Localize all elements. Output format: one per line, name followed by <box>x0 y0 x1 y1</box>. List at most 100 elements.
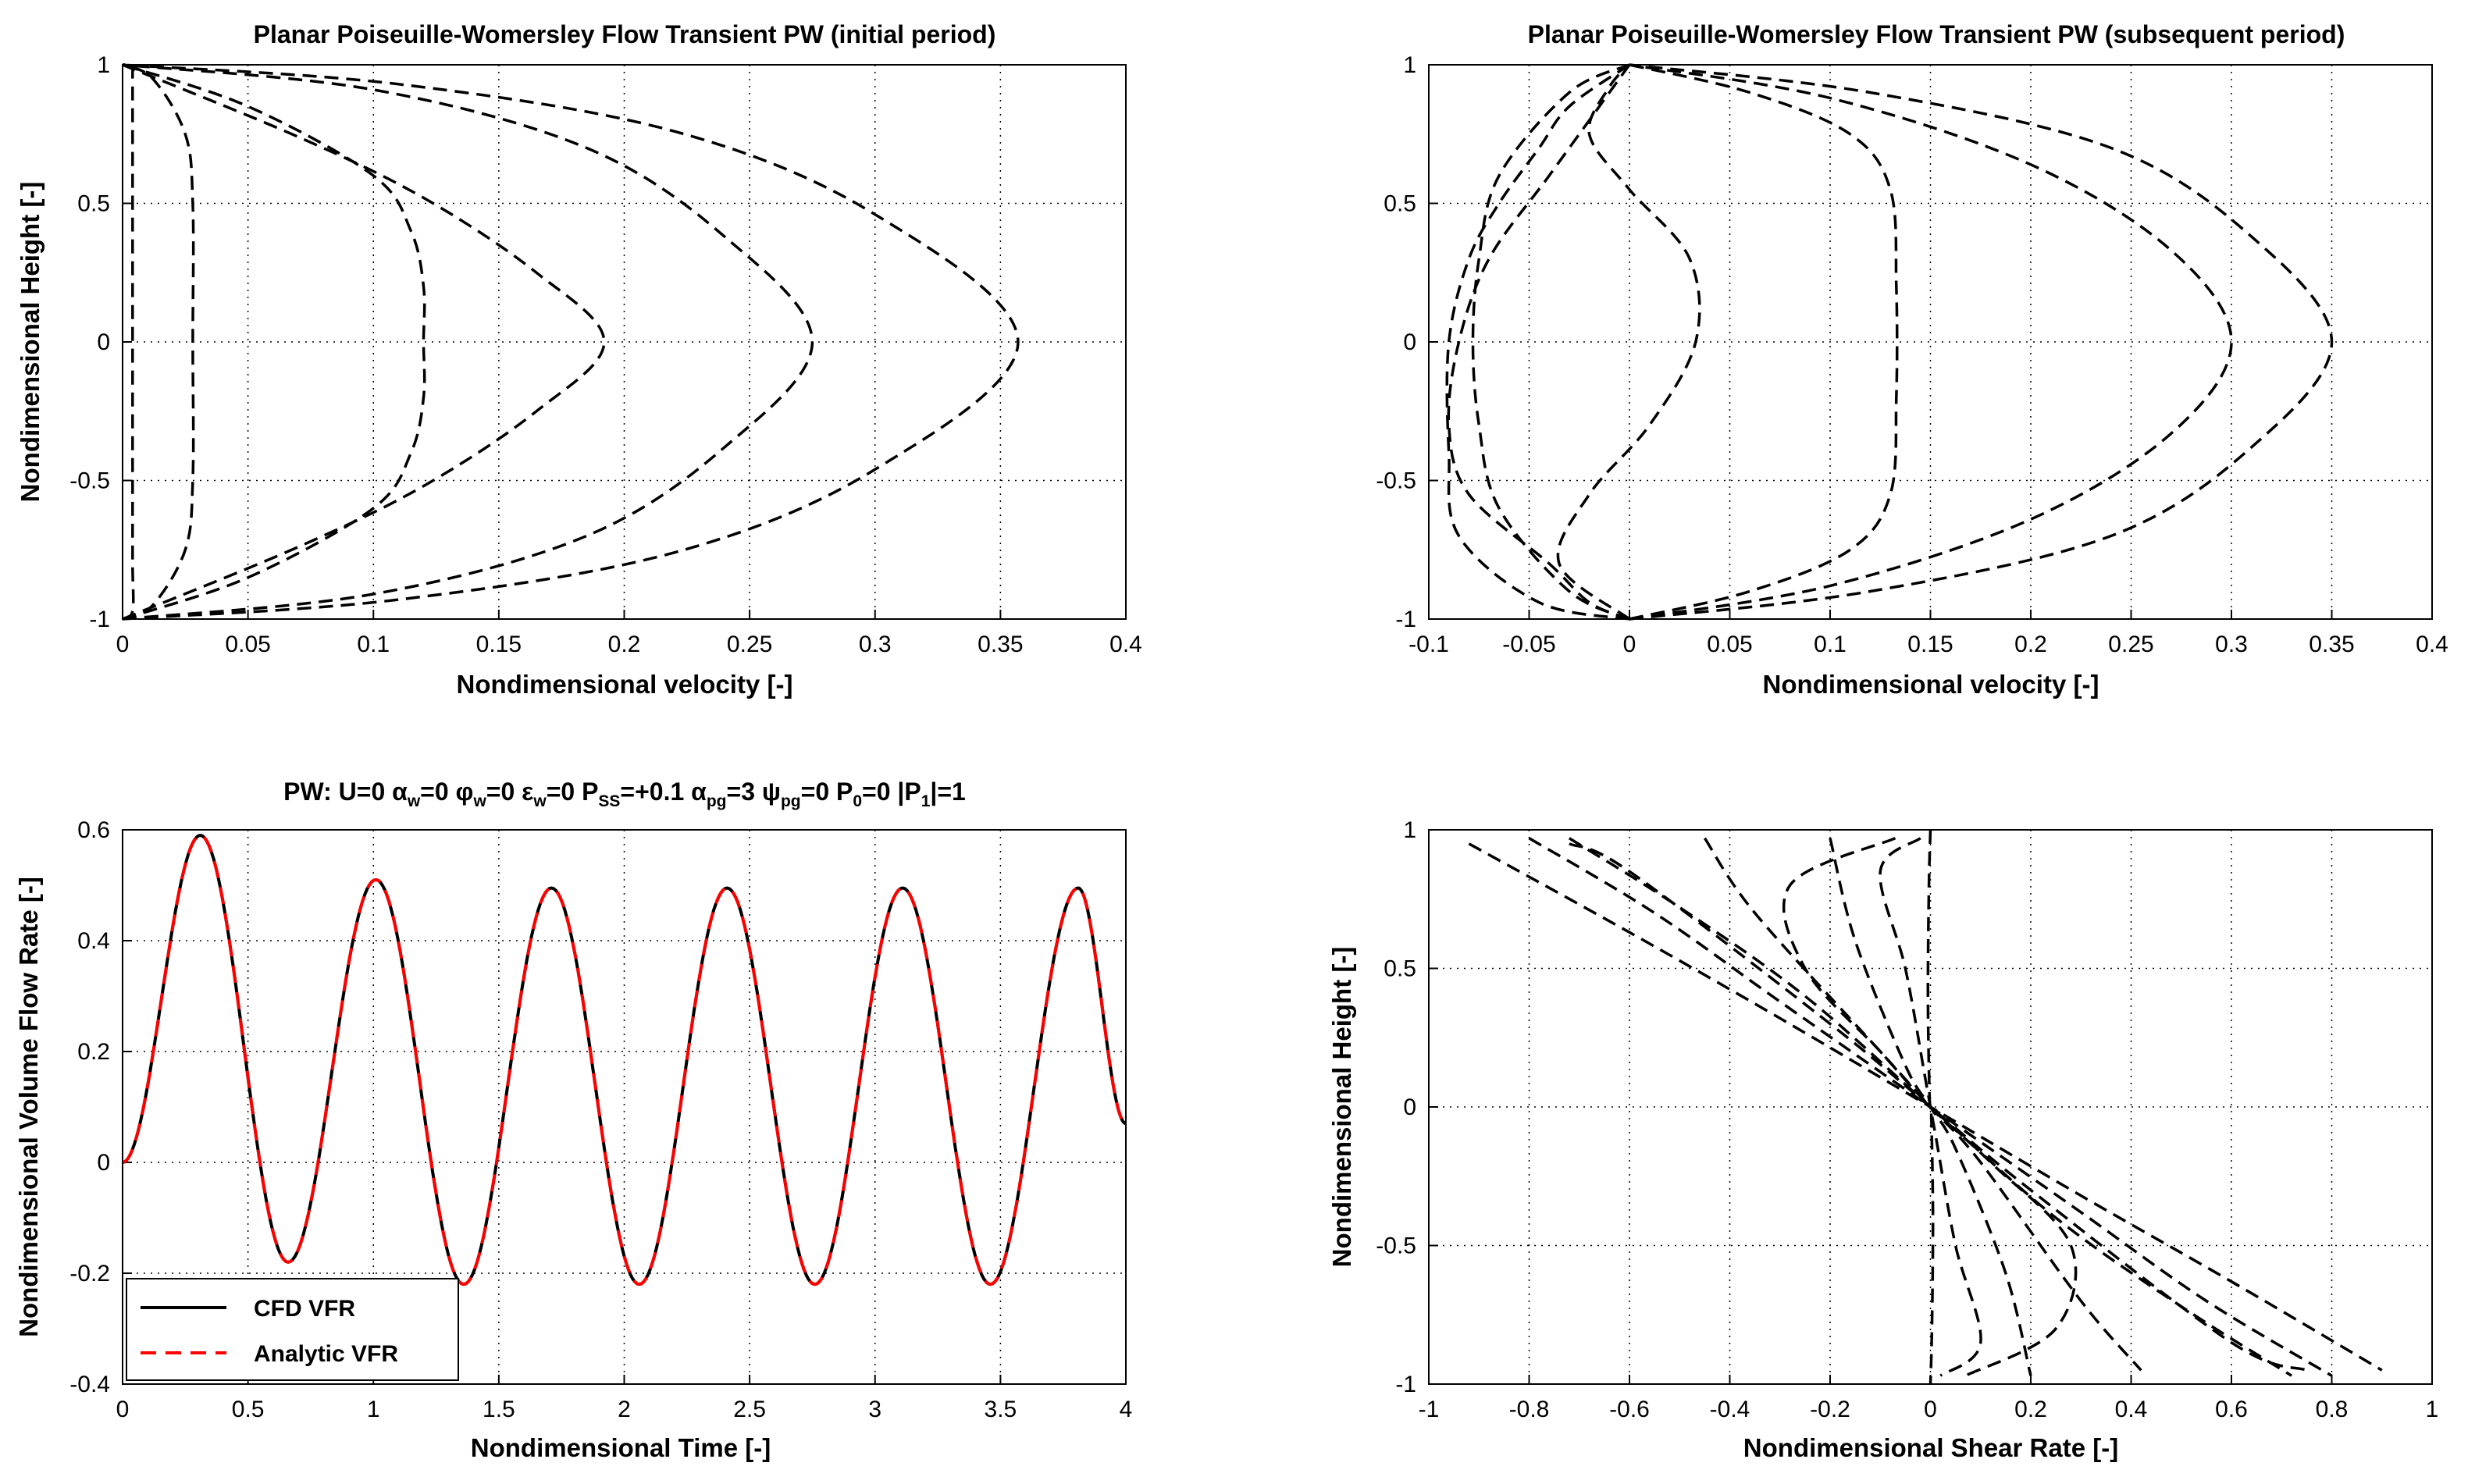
series-line-s4 <box>1556 63 1701 621</box>
series-line-analytic-vfr <box>122 834 1127 1286</box>
series-line-t2 <box>122 63 195 621</box>
x-tick-label: 1 <box>367 1397 380 1422</box>
title-psi-pg-eq: =0 P <box>801 778 853 806</box>
x-tick-label: 3.5 <box>985 1397 1017 1422</box>
series-line-r9 <box>1926 829 1935 1385</box>
axes-frame <box>1428 64 2433 620</box>
x-tick-labels: -0.1 -0.05 0 0.05 0.1 0.15 0.2 0.25 0.3 0.35 0.4 <box>1409 632 2448 657</box>
x-tick-label: 0.2 <box>2014 1397 2047 1422</box>
title-pss-sub: SS <box>598 792 620 810</box>
x-tick-label: -0.8 <box>1509 1397 1550 1422</box>
x-tick-label: 0.8 <box>2316 1397 2349 1422</box>
y-tick-labels: -1 -0.5 0 0.5 1 <box>69 52 110 632</box>
y-tick-label: 0 <box>1403 1094 1416 1120</box>
title-alpha-w-eq: =0 <box>420 778 455 806</box>
x-tick-label: -1 <box>1419 1397 1440 1422</box>
title-p0-sub: 0 <box>853 792 862 810</box>
series-line-s5 <box>1629 63 1899 621</box>
x-tick-labels: 0 0.5 1 1.5 2 2.5 3 3.5 4 <box>116 1397 1133 1422</box>
y-axis-label: Nondimensional Height [-] <box>16 182 45 503</box>
series-line-r7 <box>1782 837 2078 1377</box>
x-axis-label: Nondimensional Time [-] <box>471 1433 771 1462</box>
title-alpha-pg: α <box>691 778 707 806</box>
x-tick-label: 0 <box>116 1397 130 1422</box>
y-tick-label: 0.2 <box>77 1039 110 1065</box>
y-tick-label: 1 <box>97 52 110 78</box>
x-tick-label: 0.2 <box>2014 632 2047 657</box>
x-tick-label: 0 <box>1623 632 1636 657</box>
title-tail: |=1 <box>930 778 965 806</box>
x-axis-label: Nondimensional velocity [-] <box>1763 670 2099 699</box>
x-tick-label: 0.5 <box>232 1397 265 1422</box>
y-tick-label: 0 <box>1403 329 1416 355</box>
series-line-t6 <box>122 63 1020 621</box>
y-tick-label: -0.5 <box>1376 468 1416 494</box>
x-axis-label: Nondimensional Shear Rate [-] <box>1743 1433 2118 1462</box>
x-tick-labels: 0 0.05 0.1 0.15 0.2 0.25 0.3 0.35 0.4 <box>116 632 1142 657</box>
y-tick-label: 1 <box>1403 52 1416 78</box>
grid <box>1428 829 2433 1385</box>
x-tick-label: 0 <box>1924 1397 1937 1422</box>
legend-box <box>126 1278 459 1381</box>
y-tick-label: -0.5 <box>69 468 110 494</box>
x-tick-label: 0.2 <box>608 632 641 657</box>
axes-frame <box>122 829 1127 1385</box>
y-tick-labels: -1 -0.5 0 0.5 1 <box>1376 817 1416 1397</box>
x-tick-label: 0.4 <box>1109 632 1142 657</box>
x-axis-label: Nondimensional velocity [-] <box>457 670 793 699</box>
x-tick-label: 0.4 <box>2115 1397 2148 1422</box>
x-tick-label: 0.15 <box>476 632 522 657</box>
series-line-s3 <box>1447 63 1631 621</box>
x-tick-label: 0.05 <box>225 632 270 657</box>
title-alpha-pg-eq: =3 <box>727 778 762 806</box>
series-line-t5 <box>122 63 814 621</box>
y-tick-label: -0.5 <box>1376 1233 1416 1259</box>
x-tick-label: 0 <box>116 632 130 657</box>
panel-subsequent-period: Planar Poiseuille-Womersley Flow Transie… <box>1376 20 2448 699</box>
x-tick-label: 0.1 <box>1814 632 1847 657</box>
legend-label-cfd: CFD VFR <box>254 1296 355 1322</box>
y-axis-label: Nondimensional Volume Flow Rate [-] <box>14 877 43 1337</box>
x-tick-label: 0.3 <box>859 632 892 657</box>
x-tick-label: 0.25 <box>727 632 772 657</box>
y-tick-label: 0.5 <box>1384 191 1416 217</box>
title-alpha-w-sub: w <box>407 792 421 810</box>
title-psi-pg-sub: pg <box>781 792 801 810</box>
series-group <box>1445 63 2334 621</box>
series-line-s7 <box>1629 63 2334 621</box>
x-tick-label: 4 <box>1120 1397 1133 1422</box>
title-phi-w-sub: w <box>472 792 486 810</box>
legend-label-analytic: Analytic VFR <box>254 1341 398 1367</box>
x-tick-label: 0.15 <box>1907 632 1953 657</box>
y-tick-label: 0 <box>97 329 110 355</box>
x-tick-label: 0.05 <box>1707 632 1752 657</box>
y-tick-label: 0 <box>97 1150 110 1176</box>
y-tick-label: 1 <box>1403 817 1416 843</box>
grid <box>122 64 1127 620</box>
y-tick-labels: -1 -0.5 0 0.5 1 <box>1376 52 1416 632</box>
grid <box>122 829 1127 1385</box>
series-line-s2 <box>1445 63 1630 621</box>
x-tick-label: 0.35 <box>978 632 1023 657</box>
y-tick-label: -0.2 <box>69 1261 110 1286</box>
title-eps-w: ε <box>522 778 533 806</box>
panel-initial-period: Planar Poiseuille-Womersley Flow Transie… <box>16 20 1142 699</box>
x-tick-label: 0.6 <box>2215 1397 2248 1422</box>
y-tick-label: 0.5 <box>77 191 110 217</box>
y-tick-label: -1 <box>1395 1372 1416 1397</box>
x-tick-label: 3 <box>868 1397 881 1422</box>
series-group <box>121 62 1020 621</box>
y-tick-labels: -0.4 -0.2 0 0.2 0.4 0.6 <box>69 817 110 1397</box>
y-tick-label: -1 <box>1395 607 1416 632</box>
y-tick-label: 0.6 <box>77 817 110 843</box>
x-tick-label: 0.3 <box>2215 632 2248 657</box>
y-tick-label: 0.4 <box>77 928 110 954</box>
y-tick-label: -1 <box>89 607 110 632</box>
x-tick-label: 0.4 <box>2416 632 2448 657</box>
y-axis-label: Nondimensional Height [-] <box>1327 947 1356 1268</box>
legend: CFD VFR Analytic VFR <box>126 1278 459 1381</box>
series-group <box>1468 829 2383 1385</box>
series-group <box>122 834 1127 1286</box>
title-alpha-pg-sub: pg <box>707 792 727 810</box>
